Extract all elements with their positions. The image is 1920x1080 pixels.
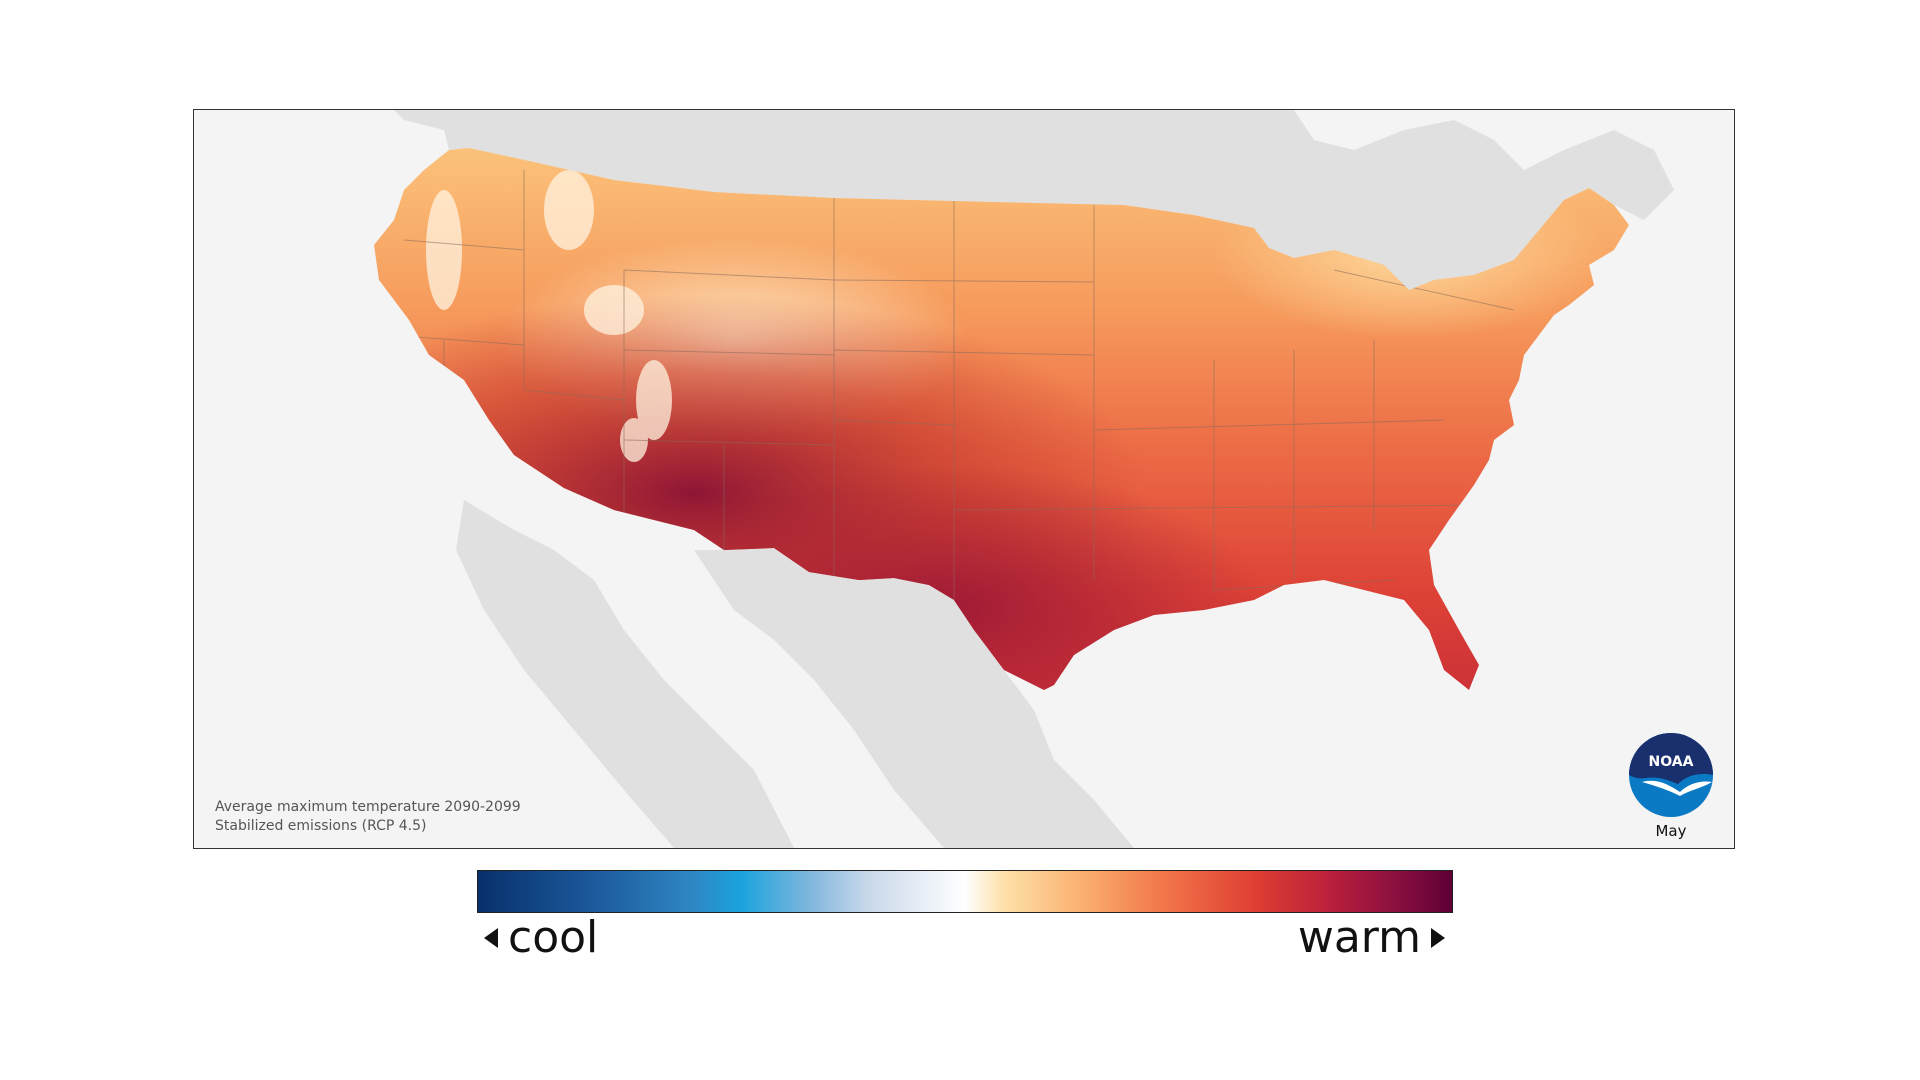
color-scale-bar (477, 870, 1453, 913)
caption-title: Average maximum temperature 2090-2099 (215, 799, 521, 815)
logo-wordmark: NOAA (1649, 754, 1694, 770)
right-arrow-icon (1431, 927, 1445, 948)
canada-landmass (394, 110, 1674, 290)
mexico-landmass (456, 500, 1134, 848)
legend-warm: warm (1298, 912, 1445, 963)
caption-scenario: Stabilized emissions (RCP 4.5) (215, 818, 427, 834)
temperature-map (374, 110, 1674, 848)
noaa-logo: NOAA (1629, 733, 1713, 817)
legend-cool-label: cool (508, 912, 599, 963)
noaa-logo-block: NOAA May (1626, 732, 1716, 840)
map-caption: Average maximum temperature 2090-2099 St… (215, 798, 521, 836)
month-label: May (1655, 822, 1687, 840)
left-arrow-icon (484, 927, 498, 948)
legend-cool: cool (484, 912, 598, 963)
map-panel: Average maximum temperature 2090-2099 St… (193, 109, 1735, 849)
legend-warm-label: warm (1297, 912, 1421, 963)
